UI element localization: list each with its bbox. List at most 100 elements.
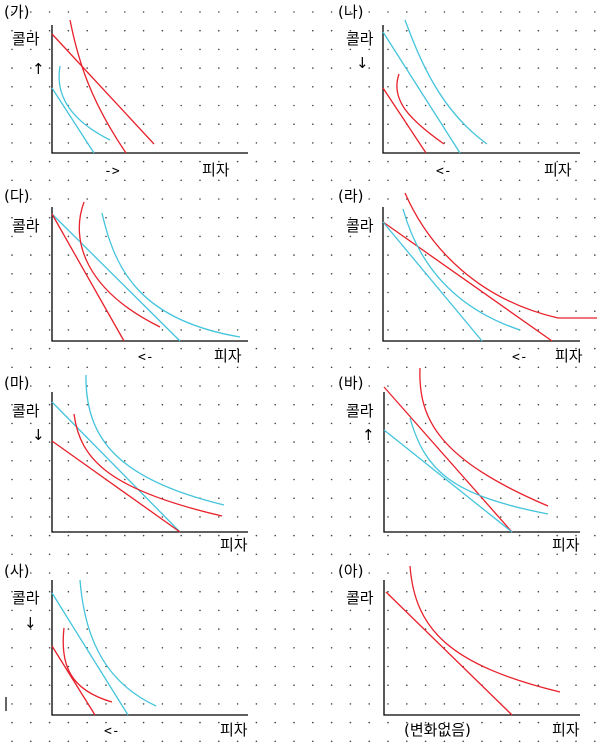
x-shift-cue: <- — [104, 724, 120, 739]
grid-dot — [500, 254, 502, 256]
grid-dot — [11, 460, 13, 462]
grid-dot — [594, 590, 596, 593]
grid-dot — [462, 160, 465, 163]
grid-dot — [236, 684, 239, 686]
grid-dot — [424, 29, 427, 32]
grid-dot — [199, 590, 201, 593]
grid-dot — [481, 516, 483, 518]
indifference-curve-cyan — [404, 19, 488, 145]
grid-dot — [199, 198, 201, 200]
panel-da: (다) 콜라 <- 피자 — [4, 187, 248, 365]
grid-dot — [594, 179, 596, 182]
grid-dot — [86, 216, 88, 219]
grid-dot — [274, 310, 277, 313]
grid-dot — [86, 366, 88, 369]
grid-dot — [142, 198, 145, 200]
grid-dot — [312, 366, 314, 369]
grid-dot — [330, 647, 333, 649]
grid-dot — [218, 254, 220, 256]
grid-dot — [105, 684, 107, 686]
grid-dot — [500, 460, 502, 462]
grid-dot — [161, 647, 164, 649]
grid-dot — [518, 48, 521, 51]
grid-dot — [30, 385, 32, 387]
grid-dot — [11, 534, 13, 537]
grid-dot — [500, 628, 502, 630]
grid-dot — [500, 478, 502, 481]
grid-dot — [142, 647, 145, 649]
grid-dot — [218, 329, 220, 331]
grid-dot — [537, 497, 540, 500]
grid-dot — [199, 123, 201, 125]
grid-dot — [500, 310, 502, 313]
grid-dot — [67, 516, 70, 518]
panel-title: (바) — [338, 374, 364, 392]
panel-title: (가) — [4, 3, 30, 21]
grid-dot — [330, 160, 333, 163]
grid-dot — [537, 273, 540, 275]
grid-dot — [274, 48, 277, 51]
grid-dot — [556, 647, 558, 649]
grid-dot — [161, 609, 164, 612]
grid-dot — [462, 609, 465, 612]
grid-dot — [11, 179, 13, 182]
grid-dot — [67, 291, 70, 294]
grid-dot — [255, 198, 258, 200]
grid-dot — [142, 422, 145, 425]
grid-dot — [518, 67, 521, 69]
grid-dot — [330, 403, 333, 406]
grid-dot — [180, 216, 182, 219]
grid-dot — [424, 590, 427, 593]
grid-dot — [48, 628, 51, 630]
grid-dot — [48, 216, 51, 219]
grid-dot — [518, 534, 521, 537]
dot-grid — [11, 11, 596, 743]
grid-dot — [349, 572, 352, 574]
grid-dot — [67, 29, 70, 32]
grid-dot — [255, 497, 258, 500]
grid-dot — [180, 628, 182, 630]
grid-dot — [67, 385, 70, 387]
grid-dot — [443, 721, 446, 724]
grid-dot — [236, 628, 239, 630]
grid-dot — [274, 441, 277, 443]
grid-dot — [556, 478, 558, 481]
grid-dot — [594, 123, 596, 125]
grid-dot — [161, 703, 164, 705]
grid-dot — [218, 460, 220, 462]
grid-dot — [30, 329, 32, 331]
grid-dot — [518, 366, 521, 369]
grid-dot — [199, 142, 201, 144]
grid-dot — [30, 534, 32, 537]
grid-dot — [594, 366, 596, 369]
grid-dot — [236, 497, 239, 500]
grid-dot — [218, 721, 220, 724]
grid-dot — [180, 703, 182, 705]
indifference-curve-red — [409, 565, 561, 693]
grid-dot — [330, 291, 333, 294]
grid-dot — [368, 310, 371, 313]
grid-dot — [424, 609, 427, 612]
grid-dot — [594, 104, 596, 107]
grid-dot — [142, 553, 145, 556]
grid-dot — [330, 142, 333, 144]
grid-dot — [161, 67, 164, 69]
grid-dot — [443, 29, 446, 32]
grid-dot — [236, 347, 239, 350]
grid-dot — [48, 235, 51, 238]
grid-dot — [406, 29, 408, 32]
grid-dot — [349, 497, 352, 500]
grid-dot — [274, 665, 277, 668]
grid-dot — [594, 516, 596, 518]
grid-dot — [105, 29, 107, 32]
x-shift-cue: <- — [436, 164, 452, 179]
grid-dot — [11, 142, 13, 144]
grid-dot — [556, 291, 558, 294]
grid-dot — [349, 385, 352, 387]
grid-dot — [349, 104, 352, 107]
grid-dot — [11, 647, 13, 649]
x-axis-label: 피자 — [202, 161, 230, 179]
grid-dot — [443, 329, 446, 331]
grid-dot — [406, 665, 408, 668]
grid-dot — [594, 86, 596, 88]
